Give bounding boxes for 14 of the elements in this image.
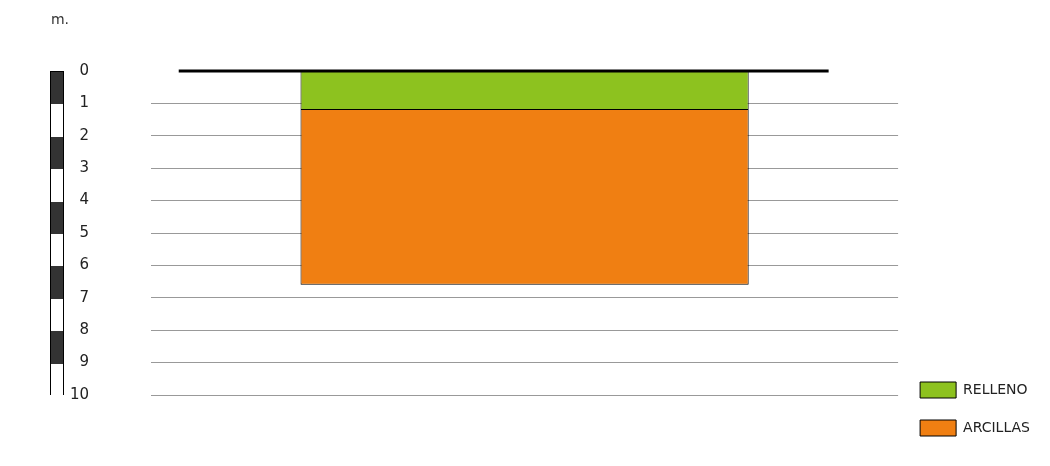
- legend-label: ARCILLAS: [963, 418, 1031, 435]
- y-tick-label: 2: [79, 125, 90, 144]
- y-tick-label: 7: [79, 287, 90, 306]
- y-tick-label: 0: [79, 60, 90, 79]
- y-tick-label: 4: [79, 190, 90, 209]
- y-tick-label: 1: [79, 93, 90, 112]
- y-tick-label: 6: [79, 255, 90, 274]
- y-tick-label: 8: [79, 320, 90, 339]
- y-axis-title: m.: [50, 11, 70, 27]
- y-tick-label: 9: [79, 352, 90, 371]
- y-tick-label: 5: [79, 222, 90, 241]
- y-tick-label: 10: [69, 384, 90, 403]
- legend-label: RELLENO: [963, 380, 1028, 397]
- y-tick-label: 3: [79, 158, 90, 177]
